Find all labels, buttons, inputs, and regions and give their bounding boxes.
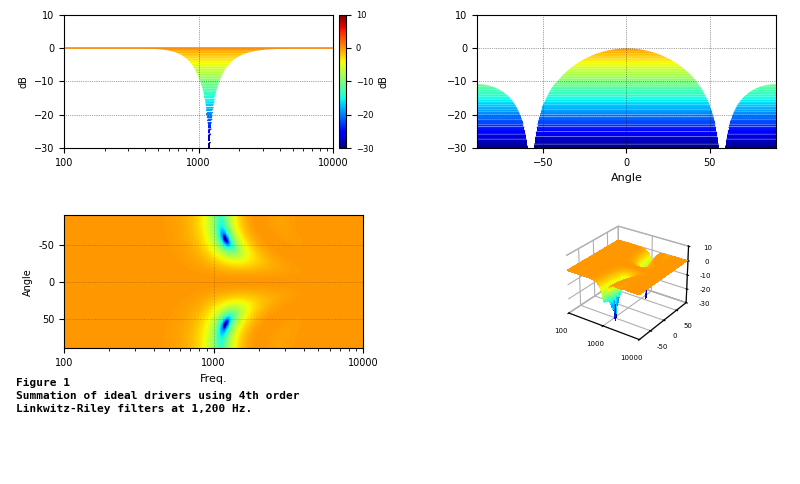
- Text: Figure 1
Summation of ideal drivers using 4th order
Linkwitz-Riley filters at 1,: Figure 1 Summation of ideal drivers usin…: [16, 378, 299, 414]
- X-axis label: Freq.: Freq.: [200, 374, 227, 384]
- X-axis label: Angle: Angle: [610, 173, 642, 183]
- Y-axis label: dB: dB: [18, 75, 28, 88]
- Y-axis label: Angle: Angle: [23, 268, 33, 296]
- Y-axis label: dB: dB: [379, 75, 389, 88]
